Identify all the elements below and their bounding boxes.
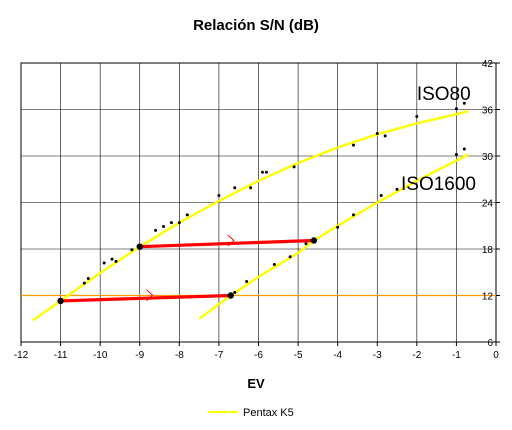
data-point	[352, 143, 355, 147]
x-tick-label: -8	[175, 350, 184, 361]
data-point	[454, 107, 458, 111]
x-axis-label: EV	[247, 376, 265, 391]
data-point	[114, 259, 118, 263]
x-tick-label: -5	[294, 350, 303, 361]
series-labels: ISO80 ISO1600	[401, 84, 476, 195]
x-tick-label: -10	[93, 350, 108, 361]
arrow-line	[139, 238, 314, 249]
data-points	[82, 101, 466, 294]
data-point	[415, 114, 419, 118]
series-label: ISO80	[417, 84, 471, 105]
data-point	[462, 101, 466, 105]
data-point	[264, 170, 268, 174]
data-point	[304, 242, 308, 246]
data-point	[82, 281, 86, 285]
x-tick-label: -7	[214, 350, 223, 361]
data-point	[272, 263, 276, 266]
marker-dot	[57, 297, 64, 305]
legend-label: Pentax K5	[243, 407, 294, 419]
marker-dot	[227, 292, 234, 299]
y-tick-label: 42	[482, 59, 494, 70]
arrows	[60, 234, 314, 303]
data-point	[395, 187, 399, 191]
trend-lines	[32, 109, 469, 322]
data-point	[462, 147, 466, 151]
x-tick-label: -6	[254, 350, 263, 361]
data-point	[249, 186, 253, 190]
x-tick-label: 0	[493, 350, 499, 361]
x-tick-labels: -12 -11 -10 -9 -8 -7 -6 -5 -4 -3 -2 -1 0	[14, 342, 499, 361]
y-tick-label: 12	[482, 292, 494, 303]
data-point	[352, 213, 355, 217]
data-point	[336, 225, 340, 229]
x-tick-label: -4	[333, 350, 342, 361]
data-point	[177, 221, 181, 225]
y-tick-label: 30	[482, 152, 494, 163]
data-point	[260, 170, 264, 174]
arrow-head	[227, 234, 235, 247]
data-point	[154, 228, 158, 232]
x-tick-label: -1	[452, 350, 461, 361]
y-tick-label: 18	[482, 245, 494, 256]
data-point	[292, 165, 296, 169]
x-tick-label: -9	[135, 350, 144, 361]
marker-dot	[136, 243, 143, 250]
y-tick-label: 36	[482, 106, 494, 117]
marker-dot	[310, 237, 318, 244]
data-point	[86, 276, 90, 280]
data-point	[233, 290, 237, 294]
data-point	[169, 221, 173, 225]
x-tick-label: -3	[373, 350, 382, 361]
series-label: ISO1600	[401, 174, 476, 195]
arrow-line	[60, 293, 231, 303]
data-point	[130, 248, 134, 252]
trend-line-1	[32, 109, 469, 322]
data-point	[383, 134, 387, 138]
y-tick-label: 24	[482, 199, 494, 210]
data-point	[454, 152, 458, 156]
data-point	[110, 257, 114, 261]
data-point	[217, 194, 221, 198]
y-tick-labels: 6 12 18 24 30 36 42	[482, 59, 500, 349]
x-tick-label: -2	[412, 350, 421, 361]
chart-title: Relación S/N (dB)	[193, 17, 319, 34]
data-point	[375, 132, 379, 136]
y-tick-label: 6	[487, 338, 493, 349]
arrow-head	[146, 289, 154, 301]
data-point	[379, 194, 383, 198]
x-tick-label: -12	[14, 350, 29, 361]
data-point	[162, 225, 165, 229]
markers	[57, 237, 318, 305]
data-point	[102, 261, 106, 265]
legend: Pentax K5	[208, 407, 294, 419]
data-point	[245, 280, 249, 284]
data-point	[288, 255, 292, 259]
data-point	[233, 186, 237, 190]
data-point	[185, 213, 189, 217]
trend-line-2	[198, 153, 469, 320]
x-tick-label: -11	[54, 350, 68, 361]
